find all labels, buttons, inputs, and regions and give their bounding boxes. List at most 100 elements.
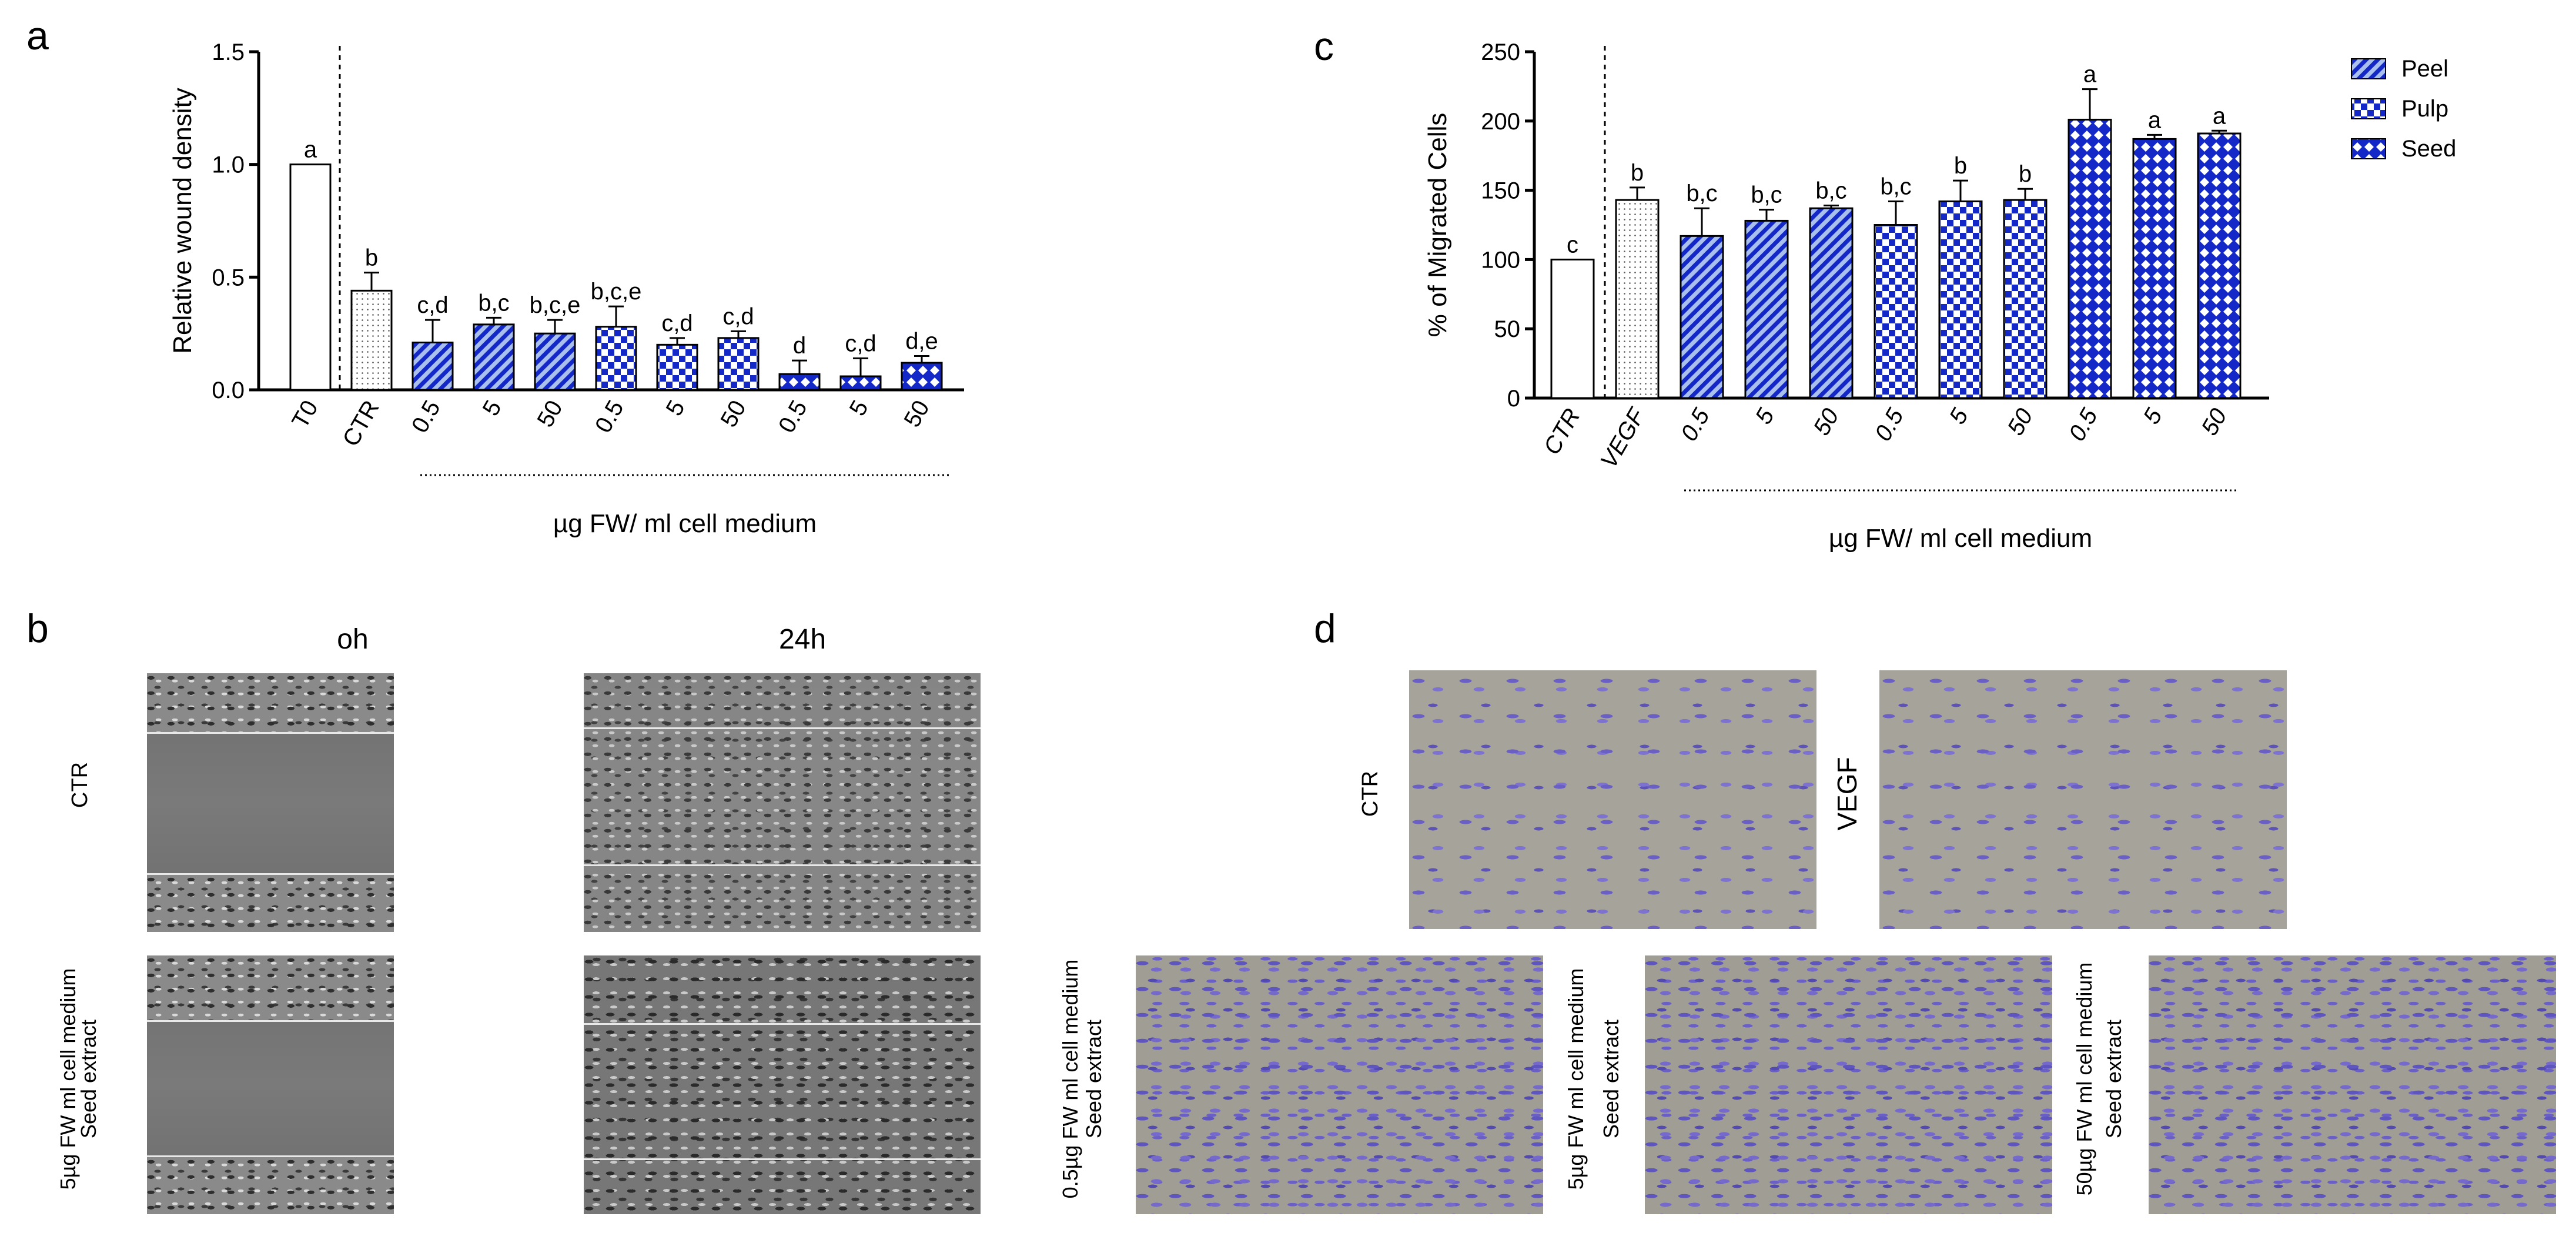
bar <box>2068 118 2112 399</box>
significance-letter: b,c <box>1751 182 1782 208</box>
row-label-5ug-line2: Seed extract <box>76 1019 101 1139</box>
bar <box>1680 235 1724 399</box>
bar <box>350 289 393 391</box>
micrograph-0.5ug-seed <box>1136 955 1543 1214</box>
significance-letter: b,c,e <box>591 279 642 305</box>
y-tick-label: 0.5 <box>212 265 245 290</box>
significance-letter: b <box>1954 153 1967 179</box>
significance-letter: c <box>1567 232 1578 258</box>
panel-letter-d: d <box>1314 606 1336 651</box>
x-tick-label: 5 <box>661 396 690 420</box>
x-tick-label: 0.5 <box>2064 404 2103 446</box>
significance-letter: b <box>1631 160 1644 186</box>
bar <box>1874 224 1918 399</box>
bar <box>595 326 637 391</box>
significance-letter: b,c <box>1815 178 1846 204</box>
legend-label: Seed <box>2401 136 2456 162</box>
x-tick-label: 50 <box>899 396 934 432</box>
micrograph-ctr-0h <box>147 673 394 932</box>
x-tick-label: 50 <box>2196 405 2232 440</box>
x-tick-label: 0.5 <box>774 396 812 437</box>
label-d-50-line2: Seed extract <box>2102 1019 2126 1139</box>
label-d-50-line1: 50µg FW ml cell medium <box>2072 962 2096 1196</box>
significance-letter: a <box>2148 107 2162 133</box>
legend-label: Peel <box>2401 56 2448 82</box>
legend-label: Pulp <box>2401 96 2448 122</box>
x-axis-label: µg FW/ ml cell medium <box>1829 524 2092 553</box>
chart-a-wound-density: 0.0 0.5 1.0 1.5 Relative wound density a T0 b CT… <box>168 39 964 538</box>
chart-c-migrated-cells: 0 50 100 150 200 250 % of Migrated Cells c CTR b V… <box>1423 39 2456 553</box>
x-tick-label: 50 <box>715 396 751 432</box>
significance-letter: d <box>793 333 806 359</box>
significance-letter: c,d <box>417 292 448 318</box>
x-tick-label: CTR <box>338 396 384 451</box>
significance-letter: c,d <box>845 330 876 356</box>
label-d-5-line1: 5µg FW ml cell medium <box>1564 968 1588 1190</box>
bar <box>289 163 332 391</box>
significance-letter: b <box>2019 161 2032 187</box>
bar <box>1744 219 1789 399</box>
bar <box>1809 207 1854 399</box>
y-axis-label: Relative wound density <box>168 88 197 353</box>
x-tick-label: 5 <box>1751 404 1780 429</box>
y-tick-label: 1.5 <box>212 39 245 65</box>
y-tick-label: 0 <box>1507 386 1520 412</box>
micrograph-seed-0h <box>147 955 394 1214</box>
col-header-0h: oh <box>337 624 369 655</box>
y-tick-label: 0.0 <box>212 377 245 403</box>
y-tick-label: 100 <box>1481 247 1520 273</box>
bar <box>412 342 454 391</box>
micrograph-5ug-seed <box>1645 955 2052 1214</box>
label-d-5-line2: Seed extract <box>1599 1019 1623 1139</box>
legend-swatch <box>2351 98 2386 119</box>
significance-letter: b,c,e <box>530 292 581 318</box>
micrograph-50ug-seed <box>2149 955 2556 1214</box>
significance-letter: c,d <box>661 310 692 336</box>
bar <box>901 362 943 391</box>
x-tick-label: 0.5 <box>1676 404 1715 446</box>
bar <box>656 343 698 391</box>
bar <box>717 337 760 391</box>
significance-letter: d,e <box>905 329 938 355</box>
significance-letter: a <box>2083 62 2097 88</box>
x-tick-label: 50 <box>532 396 567 432</box>
panel-letter-a: a <box>26 14 49 58</box>
bar <box>778 373 821 391</box>
micrograph-ctr-transwell <box>1409 670 1816 929</box>
x-tick-label: 0.5 <box>1870 404 1909 446</box>
x-axis-label: µg FW/ ml cell medium <box>553 509 817 538</box>
x-tick-label: 5 <box>1945 404 1974 429</box>
legend-swatch <box>2351 58 2386 79</box>
label-d-ctr: CTR <box>1358 770 1383 817</box>
label-d-05-line2: Seed extract <box>1082 1019 1106 1139</box>
y-tick-label: 200 <box>1481 109 1520 135</box>
significance-letter: b,c <box>1686 181 1717 206</box>
bar <box>534 332 576 391</box>
significance-letter: b,c <box>478 290 509 316</box>
x-tick-label: 50 <box>1808 405 1844 440</box>
legend-swatch <box>2351 138 2386 159</box>
significance-letter: b,c <box>1880 173 1911 199</box>
panel-letter-b: b <box>26 606 49 651</box>
micrograph-vegf-transwell <box>1879 670 2287 929</box>
x-tick-label: 50 <box>2002 405 2038 440</box>
x-tick-label: T0 <box>287 396 323 433</box>
x-tick-label: 5 <box>2139 404 2168 429</box>
significance-letter: b <box>365 245 378 271</box>
x-tick-label: CTR <box>1539 405 1585 459</box>
bar <box>2003 199 2048 399</box>
label-d-vegf: VEGF <box>1832 757 1862 831</box>
col-header-24h: 24h <box>778 624 827 655</box>
x-tick-label: 5 <box>478 396 507 420</box>
bar <box>1615 199 1660 399</box>
bar <box>473 323 515 391</box>
bar <box>839 375 882 391</box>
y-tick-label: 50 <box>1494 316 1521 342</box>
y-axis-label: % of Migrated Cells <box>1423 113 1452 337</box>
micrograph-ctr-24h <box>584 673 981 932</box>
x-tick-label: 0.5 <box>407 396 446 437</box>
panel-letter-c: c <box>1314 24 1334 69</box>
micrograph-seed-24h <box>584 955 981 1214</box>
y-tick-label: 250 <box>1481 39 1520 65</box>
y-tick-label: 1.0 <box>212 152 245 178</box>
